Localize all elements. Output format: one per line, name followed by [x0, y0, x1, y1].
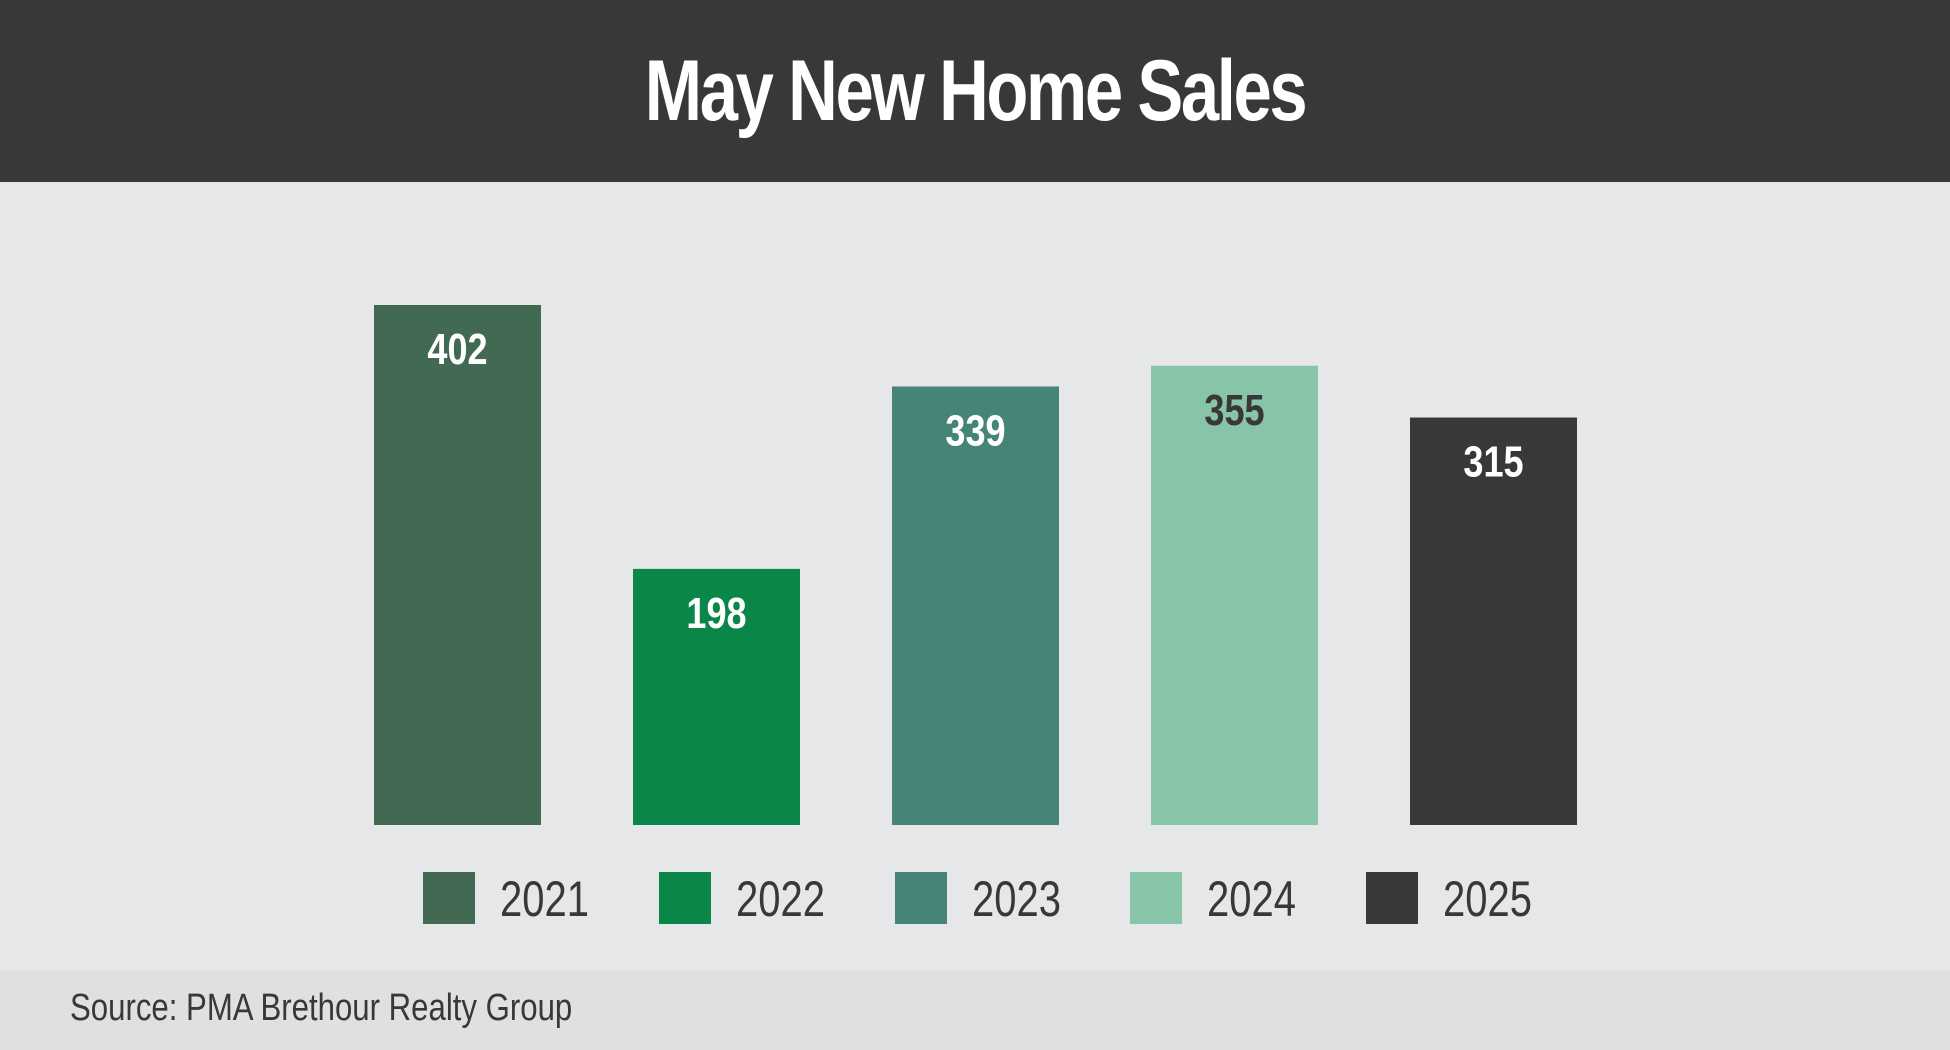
header-bar — [0, 0, 1950, 182]
data-label-2021: 402 — [427, 325, 487, 374]
legend-swatch-2022 — [659, 872, 711, 924]
legend-label-2021: 2021 — [500, 871, 589, 927]
data-label-2023: 339 — [945, 406, 1005, 455]
legend-label-2025: 2025 — [1443, 871, 1532, 927]
bar-2024 — [1151, 365, 1318, 825]
legend-swatch-2023 — [895, 872, 947, 924]
bar-2025 — [1410, 417, 1577, 825]
legend-label-2023: 2023 — [972, 871, 1061, 927]
legend-swatch-2024 — [1130, 872, 1182, 924]
footer-bar — [0, 970, 1950, 1050]
data-label-2022: 198 — [686, 589, 746, 638]
data-label-2024: 355 — [1204, 385, 1264, 434]
chart-title: May New Home Sales — [644, 43, 1308, 139]
data-label-2025: 315 — [1463, 437, 1523, 486]
legend-swatch-2021 — [423, 872, 475, 924]
bar-2021 — [374, 305, 541, 825]
bar-2023 — [892, 386, 1059, 825]
bar-2022 — [633, 568, 800, 825]
legend-label-2024: 2024 — [1207, 871, 1296, 927]
legend-label-2022: 2022 — [736, 871, 825, 927]
source-note: Source: PMA Brethour Realty Group — [70, 987, 573, 1029]
legend-swatch-2025 — [1366, 872, 1418, 924]
